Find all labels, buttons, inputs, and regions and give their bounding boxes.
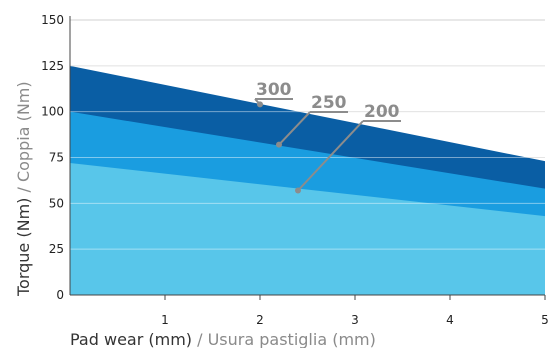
- x-tick-label-1: 1: [161, 313, 169, 327]
- callout-250: 250: [276, 93, 348, 148]
- callout-300: 300: [254, 80, 293, 108]
- series-callouts: 300 250 200: [254, 80, 401, 194]
- x-axis-title-main: Pad wear (mm): [70, 330, 192, 348]
- y-axis-title-main: Torque (Nm): [14, 198, 33, 297]
- callout-label-250: 250: [311, 93, 347, 113]
- y-axis-title-alt: / Coppia (Nm): [14, 81, 33, 197]
- y-tick-label-0: 0: [56, 288, 64, 302]
- y-axis-title: Torque (Nm) / Coppia (Nm): [14, 81, 33, 297]
- y-tick-label-50: 50: [49, 196, 64, 210]
- callout-leader-250: [278, 111, 311, 146]
- callout-dot-300: [257, 101, 263, 108]
- callout-leader-200: [297, 120, 364, 192]
- x-tick-label-5: 5: [541, 313, 549, 327]
- gridlines-over-areas: [70, 65, 545, 250]
- y-tick-label-125: 125: [41, 59, 64, 73]
- x-axis-title-alt: / Usura pastiglia (mm): [192, 330, 376, 348]
- callout-dot-200: [295, 187, 301, 194]
- x-tick-label-4: 4: [446, 313, 454, 327]
- callout-label-300: 300: [256, 80, 292, 100]
- y-tick-labels: 0 25 50 75 100 125 150: [41, 13, 64, 302]
- series-area-200: [70, 163, 545, 295]
- callout-200: 200: [295, 102, 401, 194]
- x-tick-label-3: 3: [351, 313, 359, 327]
- callout-label-200: 200: [364, 102, 400, 122]
- x-tick-labels: 1 2 3 4 5: [161, 295, 549, 327]
- x-tick-label-2: 2: [256, 313, 264, 327]
- x-axis-title: Pad wear (mm) / Usura pastiglia (mm): [70, 330, 376, 348]
- y-tick-label-25: 25: [49, 242, 64, 256]
- y-tick-label-100: 100: [41, 105, 64, 119]
- y-tick-label-150: 150: [41, 13, 64, 27]
- axes: [69, 16, 545, 296]
- callout-dot-250: [276, 141, 282, 148]
- y-tick-label-75: 75: [49, 151, 64, 165]
